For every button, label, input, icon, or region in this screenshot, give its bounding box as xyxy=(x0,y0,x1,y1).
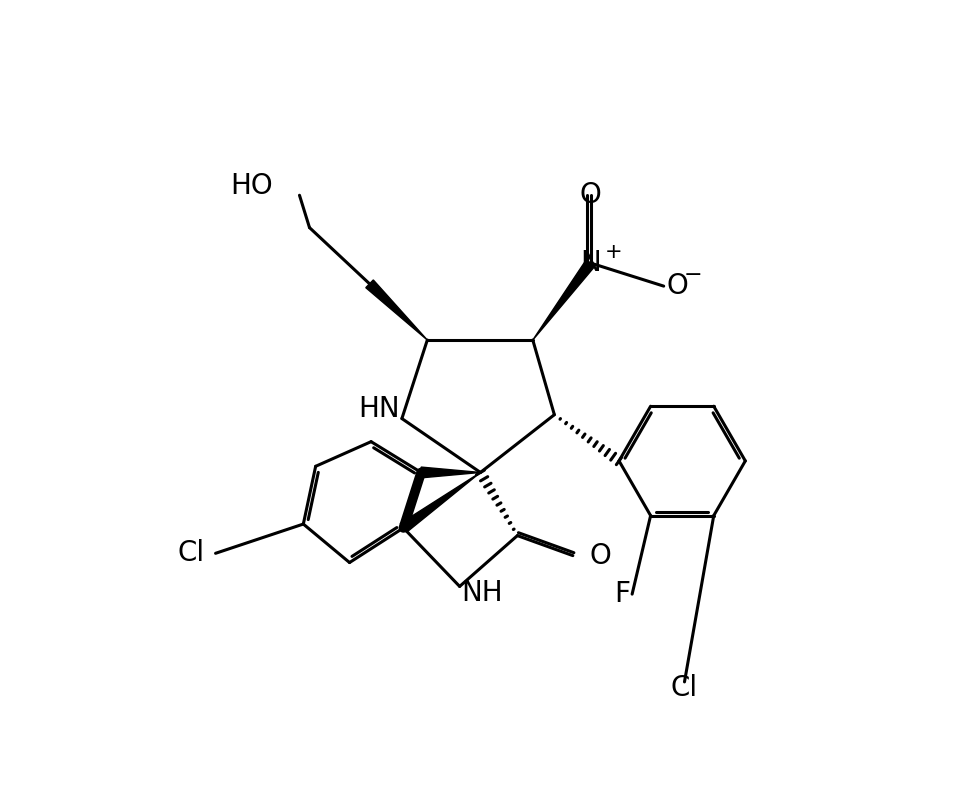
Text: Cl: Cl xyxy=(670,674,698,702)
Text: HN: HN xyxy=(359,396,400,423)
Text: N: N xyxy=(579,249,600,277)
Polygon shape xyxy=(421,467,480,478)
Text: O: O xyxy=(666,272,688,300)
Text: O: O xyxy=(579,182,601,209)
Polygon shape xyxy=(532,260,594,340)
Text: O: O xyxy=(589,542,611,569)
Polygon shape xyxy=(400,473,480,532)
Text: NH: NH xyxy=(461,579,502,607)
Text: F: F xyxy=(614,580,630,608)
Text: +: + xyxy=(604,242,621,262)
Text: −: − xyxy=(683,266,701,285)
Text: Cl: Cl xyxy=(178,539,204,567)
Text: HO: HO xyxy=(231,172,273,200)
Polygon shape xyxy=(365,280,427,340)
